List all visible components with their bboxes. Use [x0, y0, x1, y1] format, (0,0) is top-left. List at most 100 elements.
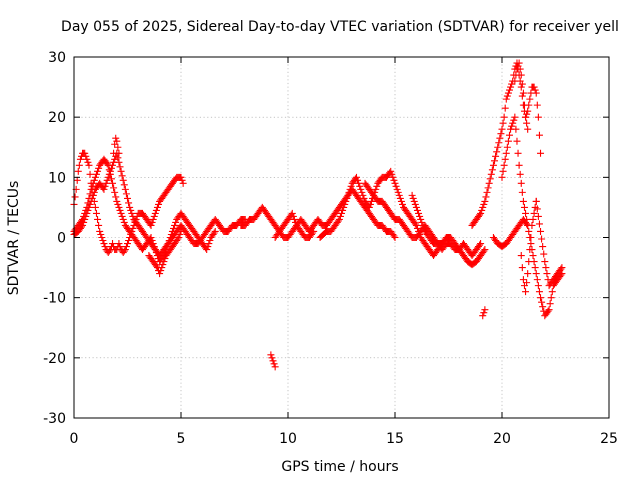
data-point [73, 176, 81, 184]
data-point [118, 172, 126, 180]
data-point [148, 218, 156, 226]
data-point [511, 77, 519, 85]
data-point [503, 143, 511, 151]
data-point [121, 246, 129, 254]
data-point [558, 264, 566, 272]
data-point [288, 209, 296, 217]
data-point [527, 240, 535, 248]
data-point [544, 307, 552, 315]
data-point [92, 170, 100, 178]
data-point [111, 155, 119, 163]
data-point [82, 212, 90, 220]
data-point [124, 194, 131, 202]
data-point [387, 167, 395, 175]
data-point [505, 131, 513, 139]
data-point [519, 197, 527, 205]
data-point [411, 220, 419, 228]
data-point [519, 276, 527, 284]
data-point [127, 206, 135, 214]
data-point [504, 89, 512, 97]
data-point [392, 182, 400, 190]
data-point [479, 312, 487, 320]
data-point [87, 197, 95, 205]
data-point [397, 197, 405, 205]
data-point [486, 175, 494, 183]
y-tick-label: 20 [48, 110, 66, 126]
data-point [504, 137, 512, 145]
data-point [113, 197, 121, 205]
data-point [512, 125, 520, 133]
data-point [497, 130, 505, 138]
data-point [95, 221, 103, 229]
data-point [178, 176, 186, 184]
data-point [393, 185, 401, 193]
data-point [531, 86, 539, 94]
y-tick-label: -20 [43, 351, 66, 367]
data-point [110, 184, 118, 192]
data-point [491, 157, 499, 165]
data-point [111, 188, 119, 196]
data-point [510, 116, 518, 124]
data-point [495, 139, 503, 147]
x-axis-label: GPS time / hours [281, 459, 398, 475]
data-point [103, 160, 111, 168]
data-point [502, 149, 510, 157]
data-point [545, 306, 553, 314]
data-point [533, 276, 541, 284]
data-point [82, 152, 90, 160]
data-point [391, 179, 399, 187]
data-point [415, 209, 423, 217]
data-point [493, 148, 501, 156]
data-point [525, 258, 533, 266]
data-point [211, 227, 219, 235]
data-point [101, 182, 109, 190]
data-point [268, 354, 276, 362]
data-point [543, 270, 551, 278]
data-point [149, 215, 157, 223]
y-tick-label: 0 [57, 231, 66, 247]
data-point [74, 167, 82, 175]
data-point [389, 173, 397, 181]
data-point [520, 203, 528, 211]
data-point [159, 261, 167, 269]
data-point [116, 163, 124, 171]
data-point [81, 149, 89, 157]
data-point [518, 80, 526, 88]
data-point [92, 209, 100, 217]
data-point [388, 170, 396, 178]
data-point [503, 92, 511, 100]
data-point [102, 179, 110, 187]
data-point [492, 152, 500, 160]
data-point [105, 247, 113, 255]
data-point [101, 243, 109, 251]
data-point [390, 232, 398, 240]
data-point [483, 188, 491, 196]
data-point [396, 194, 404, 202]
data-point [179, 179, 187, 187]
data-point [155, 200, 163, 208]
x-tick-label: 25 [600, 431, 618, 447]
data-point [338, 209, 345, 217]
data-point [505, 86, 513, 94]
data-point [177, 173, 185, 181]
data-point [71, 193, 79, 201]
data-point [160, 258, 168, 266]
data-point [534, 113, 542, 121]
data-point [89, 191, 97, 199]
data-point [535, 288, 543, 296]
data-point [104, 173, 112, 181]
data-point [76, 155, 84, 163]
data-point [95, 164, 103, 172]
data-point [531, 264, 539, 272]
data-point [100, 185, 108, 193]
data-point [83, 155, 91, 163]
data-point [522, 113, 530, 121]
data-point [529, 215, 537, 223]
data-point [117, 209, 125, 217]
data-point [342, 197, 350, 205]
data-point [115, 240, 123, 248]
data-point [518, 264, 526, 272]
data-point [477, 240, 485, 248]
data-point [481, 197, 489, 205]
data-point [89, 179, 97, 187]
